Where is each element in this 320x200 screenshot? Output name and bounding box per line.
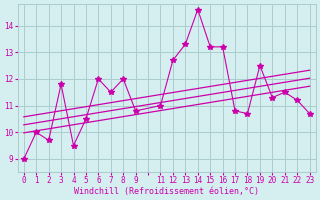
X-axis label: Windchill (Refroidissement éolien,°C): Windchill (Refroidissement éolien,°C) [74, 187, 259, 196]
